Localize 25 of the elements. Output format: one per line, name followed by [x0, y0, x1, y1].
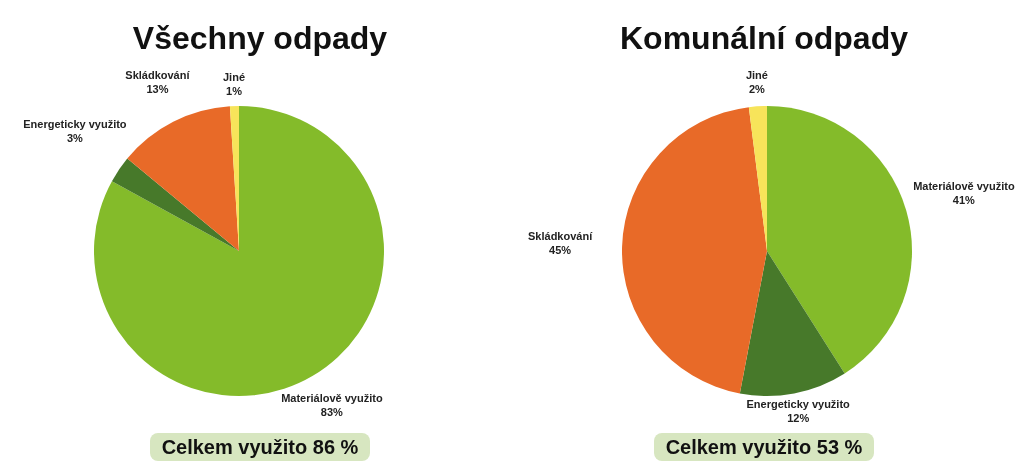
- slice-label: Skládkování: [125, 68, 191, 81]
- text: Celkem využito 86 %: [149, 433, 371, 461]
- pie-slice: [622, 107, 767, 394]
- slice-label: Materiálově využito: [913, 179, 1015, 192]
- pie-slice: [767, 106, 912, 374]
- data-label: 2%: [748, 83, 766, 96]
- slice-label: Materiálově využito: [281, 392, 383, 405]
- slice-label: Energeticky využito: [23, 117, 127, 130]
- data-label: 3%: [66, 131, 84, 144]
- slice-label: Energeticky využito: [746, 398, 851, 411]
- data-label: 12%: [787, 412, 810, 425]
- slice-label: Jiné: [223, 70, 246, 83]
- data-label: 83%: [320, 406, 344, 419]
- chart-title: Všechny odpady: [131, 20, 389, 57]
- chart-title: Komunální odpady: [619, 20, 909, 57]
- slice-label: Skládkování: [528, 230, 594, 243]
- data-label: 13%: [146, 82, 169, 95]
- data-label: 45%: [549, 244, 572, 257]
- data-label: 41%: [952, 193, 976, 206]
- slice-label: Jiné: [745, 69, 768, 82]
- pie-slice: [111, 158, 239, 251]
- data-label: 1%: [226, 84, 243, 97]
- text: Celkem využito 53 %: [653, 433, 875, 461]
- pie-slice: [739, 251, 845, 396]
- pie-slice: [127, 106, 239, 251]
